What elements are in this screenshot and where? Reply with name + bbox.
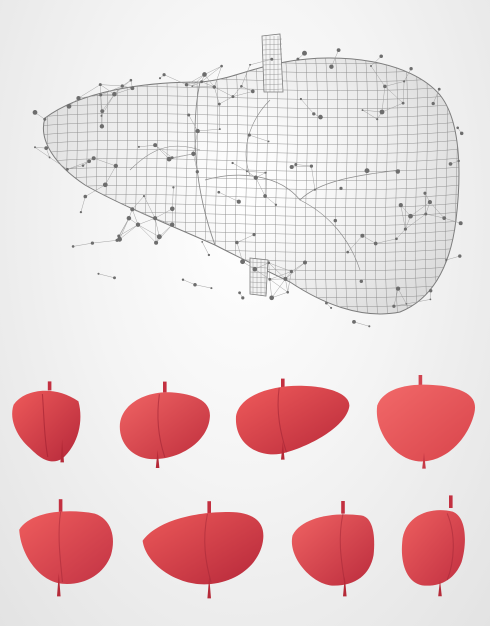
liver-variant-1 (12, 381, 81, 463)
liver-variant-5 (19, 499, 114, 597)
liver-variant-6 (142, 501, 264, 599)
wireframe-liver-icon (32, 33, 464, 328)
liver-variant-8 (401, 495, 465, 597)
liver-variant-4 (376, 375, 476, 469)
liver-variant-2 (119, 381, 210, 468)
liver-variant-3 (235, 378, 350, 460)
liver-variant-7 (291, 501, 375, 597)
